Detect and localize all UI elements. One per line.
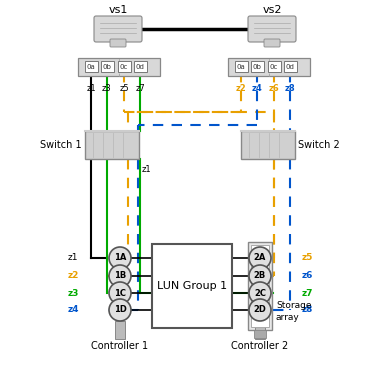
Text: 2D: 2D (253, 305, 266, 315)
Text: 2B: 2B (254, 272, 266, 281)
Text: 1A: 1A (114, 253, 126, 263)
Text: z5: z5 (119, 84, 129, 93)
Text: Storage: Storage (276, 300, 312, 310)
Text: z7: z7 (135, 84, 145, 93)
Text: Switch 2: Switch 2 (298, 140, 340, 150)
FancyBboxPatch shape (248, 16, 296, 42)
Text: 0a: 0a (237, 64, 245, 70)
Text: 0d: 0d (285, 64, 294, 70)
Text: z8: z8 (285, 84, 295, 93)
Bar (241, 131, 295, 159)
Circle shape (249, 282, 271, 304)
Text: 0b: 0b (253, 64, 261, 70)
Text: 0c: 0c (270, 64, 278, 70)
Circle shape (109, 265, 131, 287)
Bar (283, 61, 296, 72)
Text: z8: z8 (301, 305, 313, 315)
Bar (250, 61, 263, 72)
Text: 0c: 0c (120, 64, 128, 70)
Circle shape (109, 247, 131, 269)
Circle shape (109, 299, 131, 321)
Circle shape (249, 247, 271, 269)
Text: z7: z7 (301, 289, 313, 298)
Text: Controller 1: Controller 1 (92, 341, 149, 351)
Bar (85, 131, 139, 159)
Circle shape (109, 282, 131, 304)
Text: z4: z4 (252, 84, 262, 93)
Text: array: array (276, 314, 300, 322)
Bar (115, 321, 125, 339)
Bar (254, 330, 266, 338)
Text: z1: z1 (86, 84, 96, 93)
Bar (133, 61, 147, 72)
Text: 0a: 0a (87, 64, 95, 70)
Text: z1: z1 (142, 165, 152, 173)
Bar (228, 58, 310, 76)
Text: 1D: 1D (114, 305, 127, 315)
Text: z2: z2 (236, 84, 246, 93)
Text: 0d: 0d (136, 64, 144, 70)
Bar (251, 245, 269, 327)
Text: 2C: 2C (254, 289, 266, 298)
FancyBboxPatch shape (94, 16, 142, 42)
Text: LUN Group 1: LUN Group 1 (157, 281, 227, 291)
Circle shape (249, 265, 271, 287)
Text: 0b: 0b (103, 64, 111, 70)
Circle shape (249, 299, 271, 321)
Text: z6: z6 (301, 272, 313, 281)
Text: 2A: 2A (254, 253, 266, 263)
Text: 1C: 1C (114, 289, 126, 298)
Bar (248, 242, 272, 330)
Text: z3: z3 (67, 289, 79, 298)
Bar (84, 61, 98, 72)
Bar (100, 61, 114, 72)
Text: z2: z2 (67, 272, 79, 281)
Text: Controller 2: Controller 2 (231, 341, 289, 351)
Bar (152, 244, 232, 328)
FancyBboxPatch shape (110, 39, 126, 47)
Text: z6: z6 (269, 84, 279, 93)
Text: z3: z3 (102, 84, 112, 93)
Text: z1: z1 (68, 253, 78, 263)
Bar (255, 321, 265, 339)
FancyBboxPatch shape (264, 39, 280, 47)
Text: vs2: vs2 (262, 5, 282, 15)
Text: Switch 1: Switch 1 (40, 140, 82, 150)
Bar (117, 61, 130, 72)
Text: z5: z5 (301, 253, 313, 263)
Text: vs1: vs1 (108, 5, 128, 15)
Bar (268, 61, 280, 72)
Text: z4: z4 (67, 305, 79, 315)
Bar (234, 61, 247, 72)
Text: 1B: 1B (114, 272, 126, 281)
Bar (78, 58, 160, 76)
